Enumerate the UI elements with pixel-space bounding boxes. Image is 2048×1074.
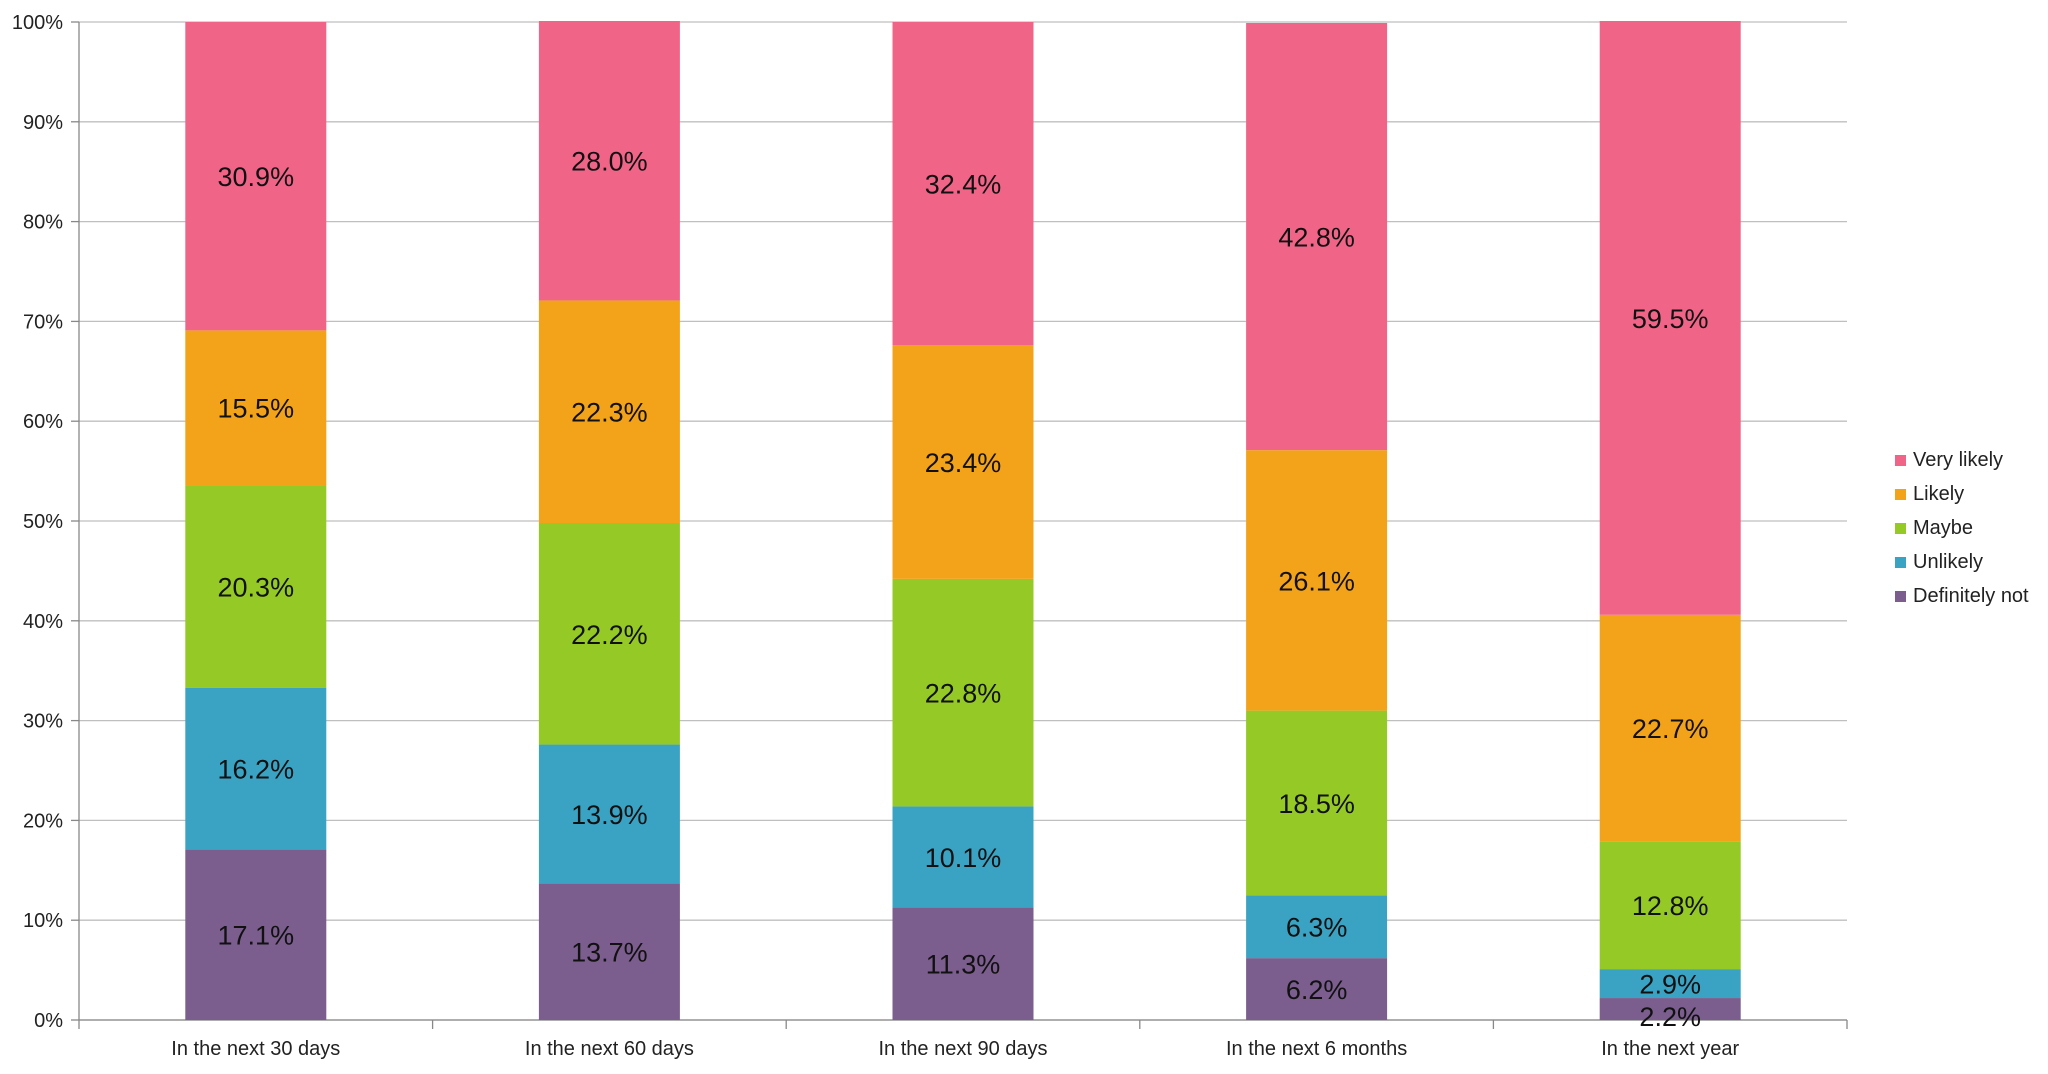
- data-label: 42.8%: [1278, 223, 1355, 253]
- y-tick-label: 50%: [23, 511, 63, 533]
- y-tick-label: 80%: [23, 212, 63, 234]
- bar-segment: [1246, 895, 1388, 959]
- y-tick-label: 60%: [23, 411, 63, 433]
- bar-segment: [185, 849, 327, 1020]
- data-label: 12.8%: [1632, 891, 1709, 921]
- bar-segment: [538, 883, 680, 1020]
- legend: Very likely Likely Maybe Unlikely Definitely…: [1895, 449, 2029, 607]
- category-label: In the next 90 days: [878, 1038, 1047, 1060]
- y-tick-label: 40%: [23, 611, 63, 633]
- bars: [185, 21, 1741, 1020]
- data-label: 13.7%: [571, 938, 648, 968]
- bar-segment: [892, 345, 1034, 579]
- category-label: In the next 6 months: [1226, 1038, 1407, 1060]
- bar-segment: [538, 300, 680, 523]
- data-label: 22.2%: [571, 620, 648, 650]
- y-tick-label: 70%: [23, 311, 63, 333]
- bar-segment: [892, 578, 1034, 807]
- data-label: 30.9%: [218, 162, 295, 192]
- data-label: 10.1%: [925, 843, 1002, 873]
- data-labels: 17.1% 16.2% 20.3% 15.5% 30.9% 13.7% 13.9% 22.2%…: [218, 147, 1709, 1032]
- data-label: 23.4%: [925, 448, 1002, 478]
- data-label: 16.2%: [218, 755, 295, 785]
- bar-segment: [1246, 22, 1388, 451]
- y-tick-label: 0%: [34, 1010, 63, 1032]
- y-tick-label: 20%: [23, 810, 63, 832]
- bar-segment: [538, 21, 680, 301]
- data-label: 59.5%: [1632, 304, 1709, 334]
- legend-swatch: [1895, 455, 1906, 466]
- data-label: 6.2%: [1286, 975, 1348, 1005]
- category-label: In the next year: [1601, 1038, 1739, 1060]
- data-label: 13.9%: [571, 800, 648, 830]
- bar-segment: [1599, 614, 1741, 842]
- legend-label: Likely: [1913, 483, 1964, 505]
- data-label: 6.3%: [1286, 913, 1348, 943]
- bar-segment: [185, 485, 327, 688]
- data-label: 11.3%: [926, 950, 1001, 980]
- bar-segment: [1599, 969, 1741, 999]
- bar-segment: [1246, 450, 1388, 711]
- bar-segment: [538, 522, 680, 745]
- legend-swatch: [1895, 591, 1906, 602]
- axes: 0% 10% 20% 30% 40% 50% 60% 70% 80% 90% 100% In the …: [12, 12, 1848, 1060]
- category-label: In the next 30 days: [171, 1038, 340, 1060]
- bar-segment: [1599, 21, 1741, 615]
- y-tick-label: 30%: [23, 711, 63, 733]
- legend-label: Unlikely: [1913, 551, 1983, 573]
- data-label: 22.3%: [571, 398, 648, 428]
- data-label: 2.9%: [1639, 970, 1701, 1000]
- data-label: 28.0%: [571, 147, 648, 177]
- legend-swatch: [1895, 557, 1906, 568]
- legend-label: Maybe: [1913, 517, 1973, 539]
- data-label: 32.4%: [925, 170, 1002, 200]
- bar-segment: [185, 330, 327, 486]
- data-label: 17.1%: [218, 921, 295, 951]
- bar-segment: [185, 687, 327, 850]
- legend-swatch: [1895, 523, 1906, 534]
- bar-segment: [1246, 958, 1388, 1020]
- bar-segment: [892, 806, 1034, 908]
- bar-segment: [1246, 710, 1388, 896]
- category-label: In the next 60 days: [525, 1038, 694, 1060]
- bar-segment: [892, 907, 1034, 1020]
- y-tick-label: 90%: [23, 112, 63, 134]
- data-label: 18.5%: [1278, 789, 1355, 819]
- bar-segment: [185, 22, 327, 331]
- bar-segment: [1599, 998, 1741, 1020]
- data-label: 2.2%: [1639, 1002, 1701, 1032]
- data-label: 20.3%: [218, 572, 295, 602]
- bar-segment: [1599, 841, 1741, 970]
- legend-swatch: [1895, 489, 1906, 500]
- y-tick-label: 100%: [12, 12, 63, 34]
- y-tick-label: 10%: [23, 910, 63, 932]
- legend-label: Definitely not: [1913, 585, 2029, 607]
- legend-label: Very likely: [1913, 449, 2003, 471]
- data-label: 15.5%: [218, 394, 295, 424]
- bar-segment: [538, 744, 680, 884]
- data-label: 26.1%: [1278, 566, 1355, 596]
- bar-segment: [892, 22, 1034, 346]
- data-label: 22.7%: [1632, 714, 1709, 744]
- data-label: 22.8%: [925, 679, 1002, 709]
